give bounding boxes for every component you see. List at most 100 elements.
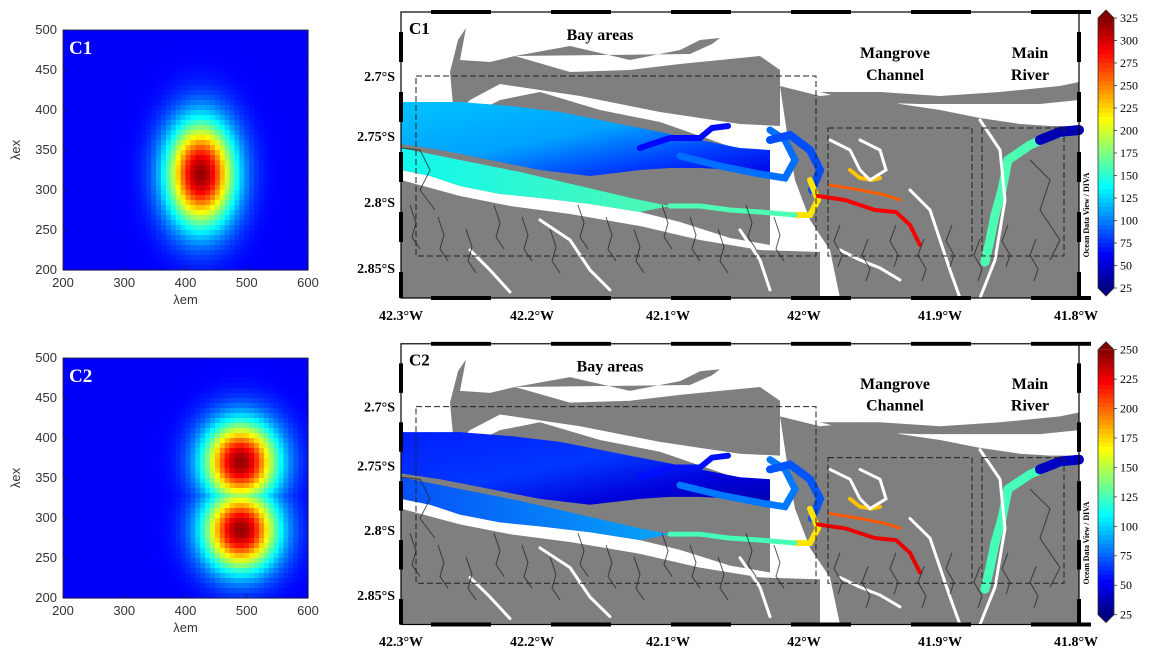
x-tick-label: 400 [175,603,197,618]
colorbar-tick-label: 250 [1120,343,1138,357]
colorbar-tick-label: 225 [1120,101,1138,115]
y-tick-label: 400 [35,430,57,445]
longitude-tick-label: 41.9°W [918,309,962,324]
region-label-river: Main [1012,376,1049,393]
colorbar-tick-label: 125 [1120,191,1138,205]
x-axis-label: λem [173,292,198,307]
latitude-tick-label: 2.75°S [357,459,395,474]
y-tick-label: 250 [35,550,57,565]
x-tick-label: 300 [113,603,135,618]
doc-channel-network [401,432,1084,594]
longitude-tick-label: 42°W [787,635,821,650]
colorbar-tick-label: 225 [1120,372,1138,386]
latitude-tick-label: 2.8°S [364,524,395,539]
tidal-channels [468,448,1007,626]
region-boxes [415,75,1065,257]
colorbar-tick-label: 200 [1120,124,1138,138]
y-tick-label: 350 [35,142,57,157]
region-label-bay: Bay areas [577,358,644,375]
x-tick-label: 200 [52,603,74,618]
map-panel-label: C1 [409,19,430,38]
y-axis-label: λex [8,139,23,160]
x-tick-label: 600 [297,603,319,618]
longitude-tick-label: 42.3°W [379,635,423,650]
longitude-tick-label: 42.1°W [646,635,690,650]
eem-panel-label: C1 [69,38,92,59]
colorbar-tick-label: 150 [1120,169,1138,183]
map-panel-label: C2 [409,351,430,370]
mangrove-creeks [400,147,1061,282]
eem-panel-label: C2 [69,366,92,387]
odv-credit: Ocean Data View / DIVA [1082,501,1091,584]
colorbar-tick-label: 325 [1120,11,1138,25]
region-label-river: River [1011,398,1049,415]
region-label-mangrove: Mangrove [860,376,930,393]
colorbar-tick-label: 175 [1120,431,1138,445]
y-axis-label: λex [8,467,23,488]
colorbar-tick-label: 50 [1120,259,1132,273]
eem-panel-c1: C1 200 300 400 500 600 200 250 300 350 400 450 500 λe… [0,22,330,322]
y-tick-label: 300 [35,182,57,197]
y-tick-label: 400 [35,102,57,117]
y-tick-label: 350 [35,470,57,485]
longitude-tick-label: 42.1°W [646,309,690,324]
eem-heatmap [63,30,309,271]
colorbar-tick-label: 300 [1120,34,1138,48]
colorbar-tick-label: 100 [1120,214,1138,228]
x-axis-label: λem [173,620,198,635]
longitude-tick-label: 42.3°W [379,309,423,324]
colorbar-tick-label: 125 [1120,490,1138,504]
x-tick-label: 600 [297,275,319,290]
mangrove-creeks [400,476,1061,608]
longitude-tick-label: 41.9°W [918,635,962,650]
y-tick-label: 200 [35,262,57,277]
colorbar-tick-label: 275 [1120,56,1138,70]
map-frame-ticks [399,341,1091,627]
colorbar-tick-label: 100 [1120,519,1138,533]
colorbar-tick-label: 200 [1120,402,1138,416]
latitude-tick-label: 2.85°S [357,589,395,604]
colorbar [1097,341,1117,624]
colorbar-tick-label: 75 [1120,236,1132,250]
y-tick-label: 450 [35,390,57,405]
doc-channel-network [401,102,1084,267]
longitude-tick-label: 41.8°W [1054,309,1098,324]
x-tick-label: 200 [52,275,74,290]
longitude-tick-label: 42.2°W [510,309,554,324]
map-frame-ticks [399,10,1091,300]
map-panel-c1: C1 Bay areas Mangrove Channel Main River 2.7°S… [340,0,1152,325]
tidal-channels [468,118,1007,300]
y-tick-label: 300 [35,510,57,525]
latitude-tick-label: 2.85°S [357,262,395,277]
colorbar [1097,9,1117,297]
x-tick-label: 300 [113,275,135,290]
colorbar-tick-label: 50 [1120,578,1132,592]
region-boxes [415,406,1065,584]
y-tick-label: 200 [35,590,57,605]
odv-credit: Ocean Data View / DIVA [1082,172,1091,257]
x-tick-label: 500 [236,603,258,618]
longitude-tick-label: 42°W [787,309,821,324]
y-tick-label: 450 [35,62,57,77]
colorbar-tick-label: 25 [1120,608,1132,622]
map-panel-c2: C2 Bay areas Mangrove Channel Main River 2.7°S… [340,332,1152,651]
latitude-tick-label: 2.8°S [364,196,395,211]
region-label-mangrove: Channel [866,67,924,84]
y-tick-label: 500 [35,350,57,365]
colorbar-tick-label: 250 [1120,79,1138,93]
eem-heatmap [63,358,309,599]
x-tick-label: 500 [236,275,258,290]
colorbar-tick-label: 25 [1120,281,1132,295]
region-label-mangrove: Channel [866,398,924,415]
region-label-mangrove: Mangrove [860,45,930,62]
region-label-river: River [1011,67,1049,84]
latitude-tick-label: 2.75°S [357,130,395,145]
x-tick-label: 400 [175,275,197,290]
longitude-tick-label: 42.2°W [510,635,554,650]
longitude-tick-label: 41.8°W [1054,635,1098,650]
y-tick-label: 250 [35,222,57,237]
colorbar-tick-label: 175 [1120,146,1138,160]
latitude-tick-label: 2.7°S [364,401,395,416]
colorbar-tick-label: 75 [1120,549,1132,563]
eem-panel-c2: C2 200 300 400 500 600 200 250 300 350 400 450 500 λe… [0,350,330,650]
